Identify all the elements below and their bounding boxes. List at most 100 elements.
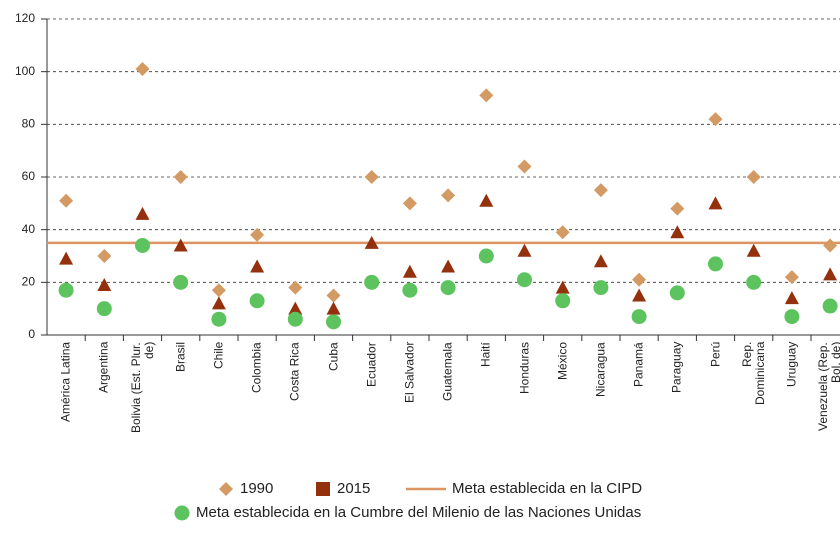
x-tick-label: Perú [708,342,722,368]
point [479,88,494,103]
x-tick-label: El Salvador [402,342,417,404]
point [631,309,647,325]
point [326,288,341,303]
x-tick-label: Guatemala [440,342,455,401]
point [441,188,456,203]
point [288,280,303,295]
x-tick-label: América Latina [58,342,73,423]
y-tick-label: 80 [22,117,36,131]
point [287,311,303,327]
point [555,293,571,309]
legend-label: 2015 [337,480,371,497]
y-tick-label: 100 [15,64,35,78]
point [746,170,761,184]
point [746,274,762,290]
point [402,264,417,278]
point [517,159,532,174]
point [364,274,380,290]
x-tick-label: Costa Rica [287,342,302,401]
x-tick-label: Cuba [326,342,340,371]
point [823,267,838,281]
x-tick-label: Venezuela (Rep. Bol. de) [816,342,840,431]
point [97,249,112,263]
legend-marker [174,505,190,521]
point [670,225,685,239]
point [211,296,226,310]
point [59,251,74,265]
point [288,301,303,315]
y-tick-label: 40 [22,222,36,236]
x-tick-label: Nicaragua [593,342,608,397]
point [58,282,74,298]
x-tick-label: Brasil [173,342,188,373]
point [173,238,188,252]
point [364,170,379,184]
point [135,62,150,77]
point [708,112,723,127]
point [364,235,379,249]
point [784,291,799,305]
point [593,280,609,296]
point [555,225,570,240]
point [784,309,800,325]
x-tick-label: Haití [478,342,493,367]
point [823,238,838,253]
point [593,183,608,198]
point [440,280,456,296]
legend-label: 1990 [240,480,274,497]
point [250,259,265,273]
x-tick-label: Argentina [96,342,111,394]
point [632,272,647,287]
x-tick-label: Honduras [517,342,531,395]
x-tick-label: Colombia [249,342,264,393]
y-tick-label: 20 [22,275,36,289]
point [479,193,494,207]
point [669,285,685,301]
point [135,237,150,253]
y-tick-label: 0 [28,327,35,341]
point [326,301,341,315]
point [402,282,418,298]
legend-marker [316,482,330,496]
point [784,270,799,285]
legend-label: Meta establecida en la Cumbre del Mileni… [196,504,642,521]
point [173,274,189,290]
legend-label: Meta establecida en la CIPD [452,480,643,497]
x-tick-label: Chile [211,342,226,370]
point [59,193,74,208]
point [593,254,608,268]
point [402,196,417,211]
point [478,248,494,264]
point [632,288,647,302]
point [670,201,685,216]
x-tick-label: Bolivia (Est. Plur. de) [128,342,156,433]
point [555,280,570,294]
x-tick-label: Paraguay [669,342,684,394]
point [746,243,761,257]
y-tick-label: 60 [22,169,36,183]
point [250,227,265,242]
point [97,277,112,291]
x-tick-label: Rep. Dominicana [739,342,767,406]
point [211,283,226,298]
point [326,314,341,330]
point [211,311,227,327]
point [708,196,723,210]
point [135,206,150,220]
x-tick-label: Panamá [631,342,646,387]
point [708,256,723,272]
x-tick-label: México [555,342,570,381]
x-tick-label: Ecuador [364,342,379,387]
point [517,272,532,288]
point [822,298,838,314]
point [441,259,456,273]
legend-marker [219,482,233,496]
point [517,243,532,257]
point [173,170,188,184]
point [96,301,112,317]
point [249,293,265,309]
y-tick-label: 120 [15,11,35,25]
x-tick-label: Uruguay [784,342,799,388]
